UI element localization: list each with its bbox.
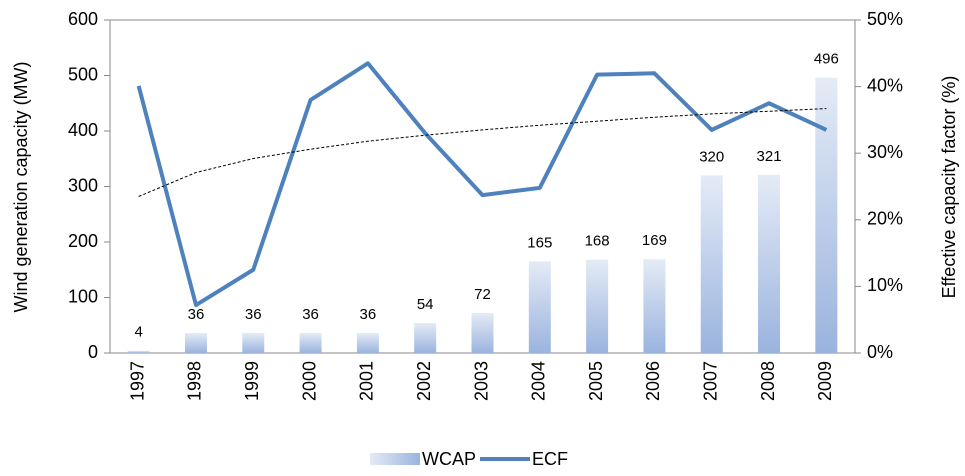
- x-tick-label: 2003: [471, 361, 491, 401]
- y-tick-label: 400: [68, 120, 98, 140]
- x-tick-label: 2004: [529, 361, 549, 401]
- y2-axis-title: Effective capacity factor (%): [939, 76, 959, 299]
- data-label: 72: [474, 286, 491, 303]
- y-tick-label: 300: [68, 175, 98, 195]
- x-tick-label: 1998: [185, 361, 205, 401]
- bar: [586, 259, 609, 353]
- x-tick-label: 2002: [414, 361, 434, 401]
- legend-swatch: [370, 453, 420, 465]
- bar: [815, 77, 838, 353]
- data-label: 168: [585, 233, 610, 250]
- y2-tick-label: 40%: [867, 75, 903, 95]
- bar: [414, 323, 437, 353]
- x-tick-label: 2001: [357, 361, 377, 401]
- data-label: 320: [699, 148, 724, 165]
- y2-tick-label: 20%: [867, 209, 903, 229]
- data-label: 169: [642, 232, 667, 249]
- line: [136, 61, 828, 308]
- bar: [127, 350, 150, 353]
- bar: [758, 174, 781, 353]
- x-tick-label: 1997: [127, 361, 147, 401]
- y-tick-label: 200: [68, 231, 98, 251]
- data-label: 36: [188, 306, 205, 323]
- y-tick-label: 600: [68, 9, 98, 29]
- data-label: 54: [417, 296, 434, 313]
- x-tick-label: 2000: [299, 361, 319, 401]
- data-label: 36: [302, 306, 319, 323]
- bar: [471, 313, 494, 353]
- y-tick-label: 500: [68, 64, 98, 84]
- x-tick-label: 2005: [586, 361, 606, 401]
- y-tick-label: 100: [68, 286, 98, 306]
- data-label: 496: [814, 51, 839, 68]
- data-label: 36: [245, 306, 262, 323]
- bar: [643, 259, 666, 353]
- x-tick-label: 2009: [815, 361, 835, 401]
- data-label: 321: [757, 148, 782, 165]
- x-tick-label: 2007: [700, 361, 720, 401]
- legend-label: WCAP: [422, 449, 476, 469]
- bar: [184, 333, 207, 353]
- x-tick-label: 1999: [242, 361, 262, 401]
- y-tick-label: 0: [88, 342, 98, 362]
- x-tick-label: 2008: [758, 361, 778, 401]
- y2-tick-label: 0%: [867, 342, 893, 362]
- y2-tick-label: 10%: [867, 275, 903, 295]
- bar: [700, 175, 723, 353]
- x-tick-label: 2006: [643, 361, 663, 401]
- trendline: [138, 108, 827, 197]
- y2-tick-label: 50%: [867, 9, 903, 29]
- data-label: 165: [527, 234, 552, 251]
- bar: [299, 333, 322, 353]
- bar: [356, 333, 379, 353]
- data-label: 4: [134, 324, 142, 341]
- y-axis-title: Wind generation capacity (MW): [11, 61, 31, 312]
- bar: [242, 333, 265, 353]
- legend-label: ECF: [532, 449, 568, 469]
- data-label: 36: [360, 306, 377, 323]
- y2-tick-label: 30%: [867, 142, 903, 162]
- plot-frame: [109, 19, 856, 354]
- bar: [528, 261, 551, 353]
